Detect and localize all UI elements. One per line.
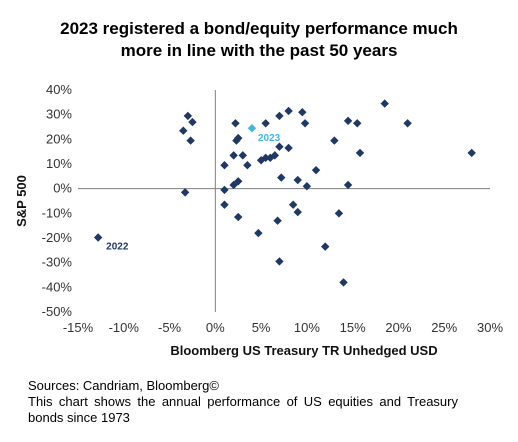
data-point bbox=[311, 165, 321, 175]
data-point bbox=[273, 216, 282, 225]
data-point bbox=[321, 242, 330, 251]
data-point bbox=[254, 228, 263, 238]
x-tick-label: 15% bbox=[340, 320, 366, 335]
y-tick-label: 30% bbox=[46, 107, 72, 122]
x-tick-label: -15% bbox=[63, 320, 94, 335]
data-point bbox=[220, 200, 229, 209]
data-point bbox=[234, 212, 243, 222]
data-point bbox=[298, 108, 307, 117]
data-point bbox=[220, 161, 229, 170]
data-point bbox=[343, 116, 353, 126]
data-point bbox=[355, 148, 365, 158]
chart-title-line-2: more in line with the past 50 years bbox=[120, 41, 398, 60]
x-tick-label: 5% bbox=[252, 320, 271, 335]
y-tick-label: 0% bbox=[53, 181, 72, 196]
data-point bbox=[183, 111, 193, 121]
data-point bbox=[330, 136, 339, 145]
data-point bbox=[234, 177, 243, 186]
x-tick-label: 20% bbox=[385, 320, 411, 335]
data-point bbox=[238, 151, 247, 160]
data-point bbox=[220, 185, 229, 195]
data-point bbox=[231, 119, 240, 128]
data-point bbox=[188, 117, 197, 127]
x-axis-label: Bloomberg US Treasury TR Unhedged USD bbox=[170, 343, 437, 358]
data-point bbox=[293, 175, 302, 185]
x-tick-label: -5% bbox=[158, 320, 182, 335]
chart-title: 2023 registered a bond/equity performanc… bbox=[0, 18, 518, 62]
data-point bbox=[261, 153, 270, 163]
data-point bbox=[186, 136, 195, 145]
y-tick-label: 40% bbox=[46, 82, 72, 97]
y-tick-label: -10% bbox=[42, 205, 73, 220]
sources-note: Sources: Candriam, Bloomberg© bbox=[28, 378, 219, 393]
data-point bbox=[339, 278, 348, 287]
data-point bbox=[229, 151, 238, 160]
data-point bbox=[270, 151, 280, 160]
chart-footer: Sources: Candriam, Bloomberg© This chart… bbox=[28, 378, 458, 426]
data-point bbox=[180, 188, 190, 197]
y-tick-label: -40% bbox=[42, 279, 73, 294]
x-tick-label: 0% bbox=[206, 320, 225, 335]
y-axis-label: S&P 500 bbox=[14, 175, 29, 227]
data-point bbox=[343, 180, 353, 190]
data-point bbox=[300, 119, 310, 128]
data-point bbox=[380, 99, 389, 108]
data-point bbox=[277, 173, 286, 182]
x-tick-label: 25% bbox=[431, 320, 457, 335]
x-tick-label: 30% bbox=[477, 320, 503, 335]
y-tick-label: -50% bbox=[42, 304, 73, 319]
data-point bbox=[275, 111, 284, 121]
highlight-label: 2023 bbox=[258, 133, 281, 144]
data-point bbox=[403, 119, 412, 128]
data-point bbox=[288, 200, 298, 209]
data-point bbox=[284, 143, 293, 153]
data-point bbox=[93, 233, 103, 242]
scatter-plot: -15% -10% -5% 0% 5% 10% 15% 20% 25% 30% 40% 30% 20% 1… bbox=[14, 82, 503, 358]
data-point bbox=[261, 119, 270, 128]
y-tick-label: -30% bbox=[42, 255, 73, 270]
y-tick-label: 20% bbox=[46, 131, 72, 146]
y-tick-label: 10% bbox=[46, 156, 72, 171]
y-tick-label: -20% bbox=[42, 230, 73, 245]
x-tick-label: 10% bbox=[294, 320, 320, 335]
point-annotation: 2022 bbox=[106, 242, 129, 253]
data-point bbox=[293, 207, 302, 217]
data-point bbox=[467, 148, 476, 158]
data-point bbox=[302, 182, 312, 191]
data-point bbox=[334, 209, 344, 218]
data-point bbox=[275, 257, 284, 266]
x-tick-label: -10% bbox=[109, 320, 140, 335]
data-point bbox=[353, 119, 362, 128]
chart-title-line-1: 2023 registered a bond/equity performanc… bbox=[60, 19, 458, 38]
data-point bbox=[234, 133, 243, 143]
data-point bbox=[243, 161, 252, 170]
data-point bbox=[275, 142, 284, 151]
chart-description: This chart shows the annual performance … bbox=[28, 394, 458, 425]
highlight-point bbox=[247, 124, 257, 133]
data-point bbox=[284, 106, 293, 116]
data-point bbox=[179, 126, 188, 135]
